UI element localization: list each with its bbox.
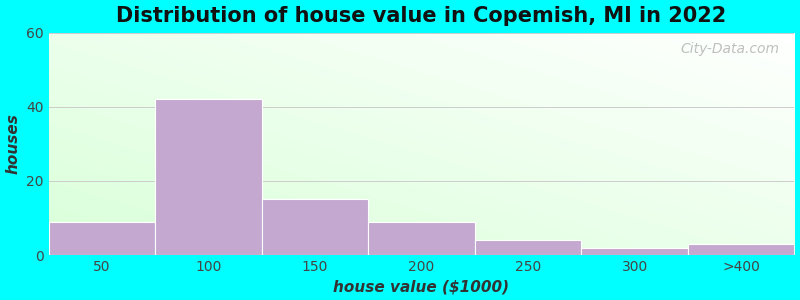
Text: City-Data.com: City-Data.com (681, 42, 779, 56)
Bar (262, 200, 368, 255)
Bar (368, 222, 474, 255)
Title: Distribution of house value in Copemish, MI in 2022: Distribution of house value in Copemish,… (116, 6, 726, 26)
X-axis label: house value ($1000): house value ($1000) (334, 279, 510, 294)
Bar (155, 99, 262, 255)
Bar (582, 248, 688, 255)
Bar (688, 244, 794, 255)
Bar (49, 222, 155, 255)
Bar (474, 240, 582, 255)
Y-axis label: houses: houses (6, 113, 21, 174)
